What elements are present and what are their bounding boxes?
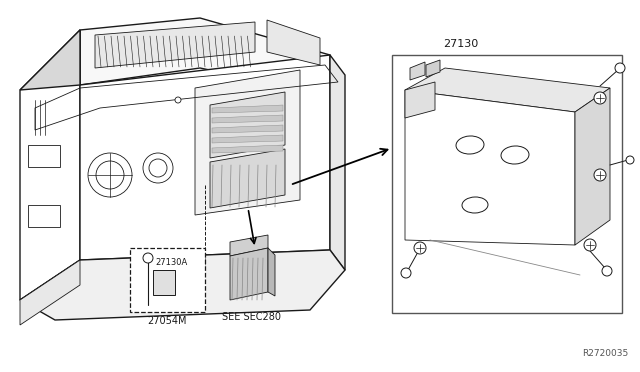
Polygon shape [426,60,440,77]
Polygon shape [330,55,345,270]
Text: 27130: 27130 [444,39,479,49]
Polygon shape [153,270,175,295]
Ellipse shape [462,197,488,213]
Circle shape [96,161,124,189]
Circle shape [414,242,426,254]
Circle shape [149,159,167,177]
Bar [28,145,60,167]
Polygon shape [20,250,345,320]
Polygon shape [20,260,80,325]
Circle shape [175,97,181,103]
Polygon shape [80,55,330,260]
Polygon shape [230,248,268,300]
Circle shape [584,239,596,251]
Polygon shape [405,82,435,118]
Ellipse shape [501,146,529,164]
Circle shape [594,169,606,181]
Polygon shape [212,145,283,153]
Text: 27054M: 27054M [148,316,188,326]
Polygon shape [212,125,283,133]
Polygon shape [212,135,283,143]
Polygon shape [405,90,575,245]
Text: R2720035: R2720035 [582,349,628,358]
Polygon shape [210,149,285,208]
Polygon shape [230,235,268,256]
Text: SEE SEC280: SEE SEC280 [223,312,282,322]
Circle shape [615,63,625,73]
Polygon shape [268,248,275,296]
Circle shape [626,156,634,164]
Bar [130,248,205,312]
Polygon shape [20,30,80,90]
Polygon shape [20,30,80,300]
Polygon shape [410,62,425,80]
Circle shape [88,153,132,197]
Circle shape [594,92,606,104]
Text: 27130A: 27130A [155,258,188,267]
Circle shape [602,266,612,276]
Circle shape [401,268,411,278]
Polygon shape [212,105,283,113]
Polygon shape [95,22,255,68]
Polygon shape [575,88,610,245]
Ellipse shape [456,136,484,154]
Polygon shape [267,20,320,65]
Bar [392,55,622,313]
Polygon shape [195,70,300,215]
Polygon shape [80,18,330,95]
Bar [28,205,60,227]
Polygon shape [210,92,285,158]
Circle shape [143,253,153,263]
Polygon shape [405,68,610,112]
Circle shape [143,153,173,183]
Polygon shape [212,115,283,123]
